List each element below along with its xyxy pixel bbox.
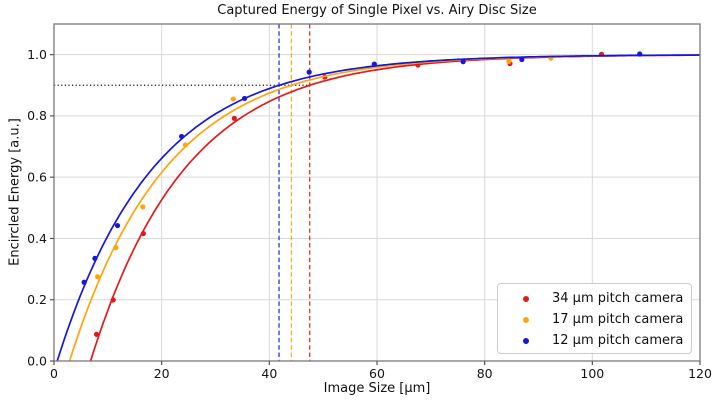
legend-entry: 17 μm pitch camera [498, 309, 691, 330]
data-point [114, 222, 121, 229]
data-point [81, 279, 87, 285]
data-point [306, 69, 312, 75]
y-axis-label: Encircled Energy [a.u.] [7, 118, 23, 266]
legend-marker-dot-icon [523, 295, 529, 302]
legend-entry: 34 μm pitch camera [498, 288, 691, 309]
legend-marker-dot-icon [523, 337, 529, 344]
y-tick-label: 0.2 [27, 292, 47, 307]
data-point [95, 274, 101, 280]
legend-label: 34 μm pitch camera [552, 291, 684, 306]
y-tick-label: 0.4 [27, 231, 47, 246]
y-tick-label: 0.0 [27, 353, 47, 368]
x-tick-label: 20 [154, 366, 170, 381]
data-point [92, 255, 98, 261]
data-point [637, 51, 643, 57]
data-point [93, 331, 100, 337]
data-point [506, 58, 512, 64]
data-point [231, 115, 237, 121]
data-point [140, 204, 146, 210]
data-point [113, 245, 119, 251]
data-point [460, 59, 466, 65]
data-point [230, 96, 236, 102]
legend-label: 17 μm pitch camera [552, 312, 684, 327]
legend-label: 12 μm pitch camera [552, 333, 684, 348]
fit-curve [56, 54, 700, 362]
y-tick-label: 0.8 [27, 108, 47, 123]
x-axis-label: Image Size [μm] [323, 381, 431, 396]
x-tick-label: 100 [580, 366, 604, 381]
x-tick-label: 60 [369, 366, 385, 381]
data-point [178, 133, 185, 140]
x-tick-label: 40 [261, 366, 277, 381]
data-point [140, 230, 146, 237]
data-point [110, 297, 116, 303]
x-tick-label: 80 [477, 366, 493, 381]
legend: 34 μm pitch camera 17 μm pitch camera 12 μ… [497, 283, 692, 354]
legend-marker-dot-icon [523, 316, 529, 323]
legend-entry: 12 μm pitch camera [498, 330, 691, 351]
data-point [182, 142, 188, 148]
x-tick-label: 0 [50, 366, 58, 381]
chart-title: Captured Energy of Single Pixel vs. Airy… [217, 3, 537, 18]
data-point [519, 56, 525, 63]
y-tick-label: 1.0 [27, 47, 47, 62]
x-tick-label: 120 [688, 366, 712, 381]
y-tick-label: 0.6 [27, 169, 47, 184]
data-point [371, 61, 377, 67]
data-point [241, 95, 248, 102]
